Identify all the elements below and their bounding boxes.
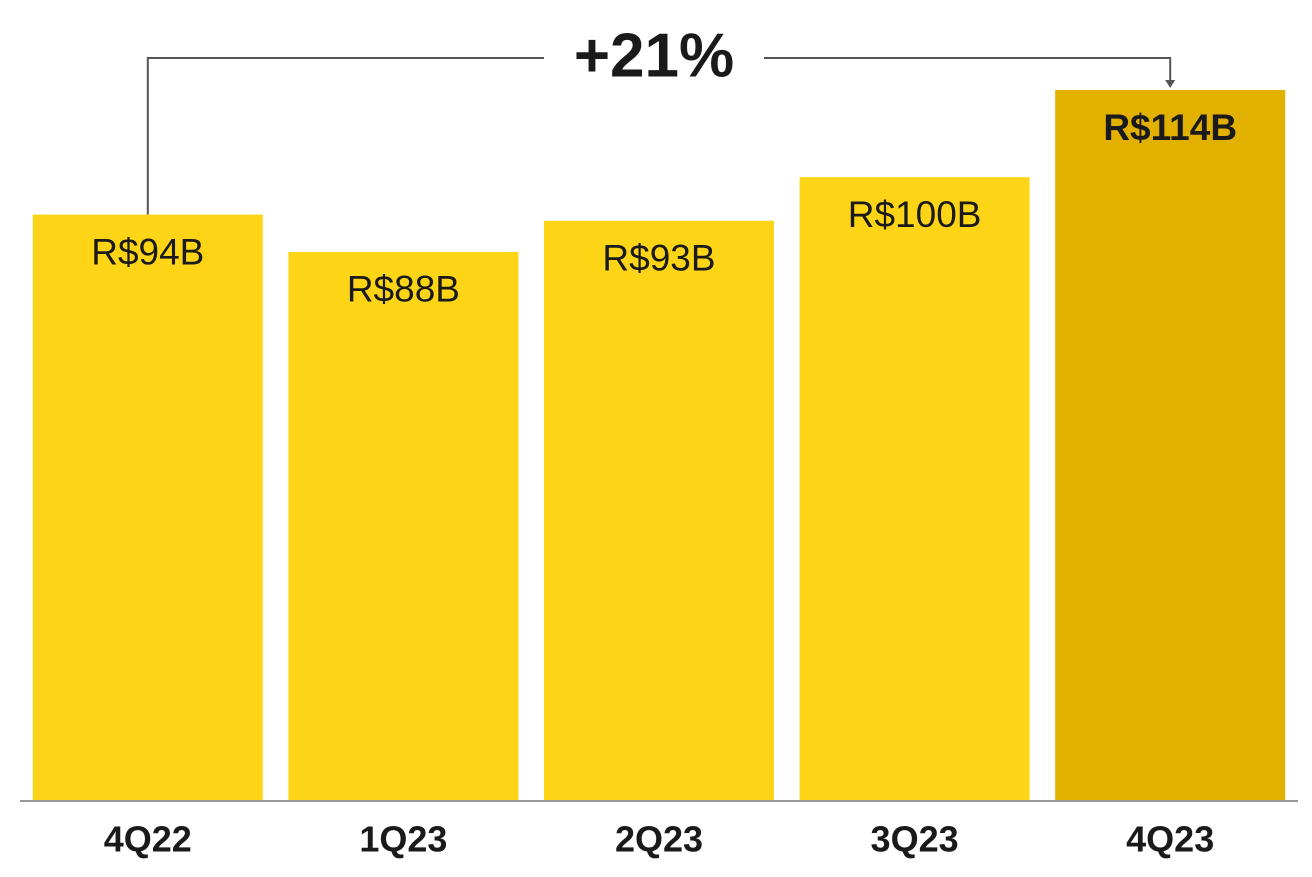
bar — [799, 177, 1030, 800]
x-tick-label: 2Q23 — [615, 819, 703, 860]
value-label: R$94B — [91, 231, 204, 272]
bar — [288, 251, 519, 801]
x-tick-label: 3Q23 — [871, 819, 959, 860]
bar — [1055, 90, 1286, 800]
x-tick-label: 4Q22 — [104, 819, 192, 860]
value-label: R$100B — [848, 194, 982, 235]
value-label: R$88B — [347, 269, 460, 310]
arrow-head — [1165, 80, 1176, 88]
bar — [543, 220, 775, 800]
x-tick-label: 1Q23 — [359, 819, 447, 860]
x-tick-label: 4Q23 — [1126, 819, 1214, 860]
value-label: R$114B — [1103, 107, 1237, 148]
annotation: +21% — [574, 21, 734, 90]
value-label: R$93B — [602, 238, 715, 279]
annotation-bg — [544, 23, 764, 93]
bar — [32, 214, 263, 800]
